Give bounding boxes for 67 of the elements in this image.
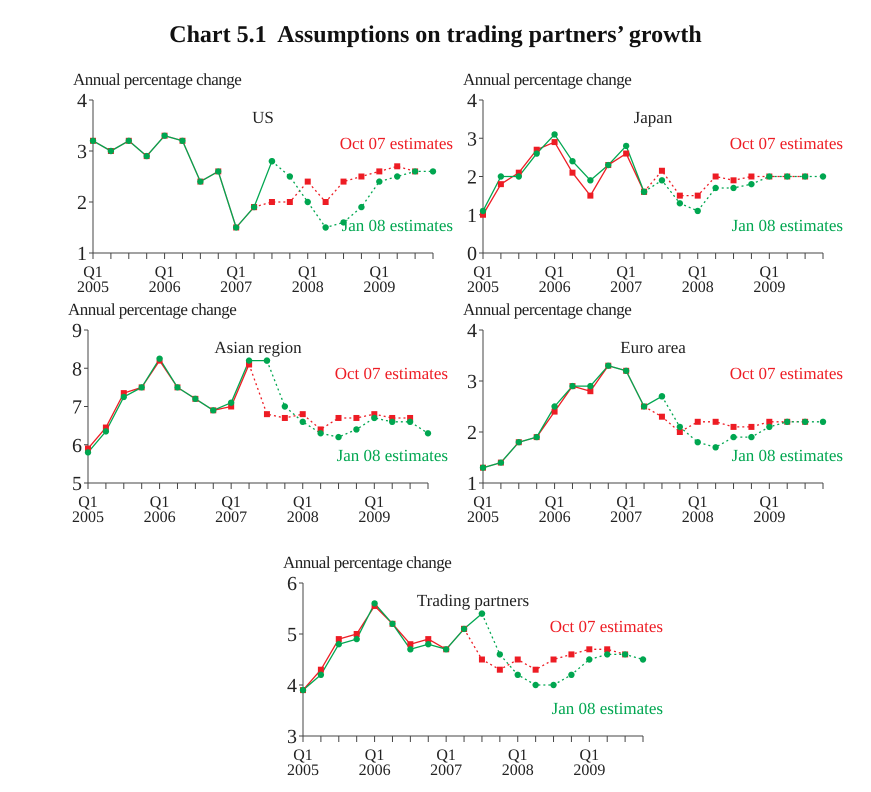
y-tick-label: 3 [77,141,87,164]
x-tick-label: Q1 2008 [292,264,324,296]
y-tick-label: 2 [467,422,477,444]
series-label: Jan 08 estimates [552,699,663,720]
x-tick-label: Q1 2009 [573,747,606,779]
y-tick-label: 2 [77,192,87,214]
y-axis-title: Annual percentage change [283,553,452,573]
y-tick-label: 1 [467,204,477,227]
x-tick-label: Q1 2007 [610,494,642,526]
series-label: Jan 08 estimates [732,446,843,466]
y-tick-label: 3 [287,726,297,748]
text: Japan [632,108,674,128]
x-tick-label: Q1 2008 [286,494,319,526]
y-tick-label: 4 [467,320,477,342]
x-tick-label: Q1 2005 [467,264,499,296]
x-tick-label: Q1 2007 [430,747,462,779]
y-tick-label: 1 [77,243,87,266]
series-label: Oct 07 estimates [334,364,448,384]
y-tick-label: 5 [287,624,297,646]
x-tick-label: Q1 2007 [220,264,252,296]
x-tick-label: Q1 2005 [467,494,499,526]
y-tick-label: 3 [467,371,477,394]
x-tick-label: Q1 2008 [682,264,714,296]
series-label: Jan 08 estimates [732,216,843,236]
x-tick-label: Q1 2007 [610,264,642,296]
text: Euro area [619,338,687,358]
x-tick-label: Q1 2009 [753,494,786,526]
series-label: Oct 07 estimates [550,616,663,637]
x-tick-label: Q1 2006 [538,264,571,296]
text: Asian region [213,338,303,358]
y-tick-label: 2 [467,166,477,189]
y-tick-label: 4 [77,90,87,112]
caption: Chart 5.1 Assumptions on trading partners’ growth [168,22,703,49]
text: Oct 07 estimates [730,364,843,384]
x-tick-label: Q1 2005 [287,747,319,779]
x-tick-label: Q1 2005 [77,264,109,296]
y-tick-label: 4 [287,675,297,698]
x-tick-label: Q1 2007 [215,494,248,526]
x-tick-label: Q1 2006 [148,264,181,296]
x-tick-label: Q1 2008 [502,747,534,779]
y-tick-label: 7 [72,396,82,419]
text: Trading partners [416,591,530,611]
x-tick-label: Q1 2009 [363,264,396,296]
x-tick-label: Q1 2005 [72,494,104,526]
y-tick-label: 6 [72,434,82,457]
x-tick-label: Q1 2008 [682,494,714,526]
series-label: Jan 08 estimates [336,446,448,466]
y-tick-label: 5 [72,473,82,496]
y-axis-title: Annual percentage change [463,300,632,320]
y-axis-title: Annual percentage change [68,300,236,320]
series-label: Oct 07 estimates [340,134,453,154]
x-tick-label: Q1 2006 [358,747,391,779]
y-axis-title: Annual percentage change [463,70,632,90]
x-tick-label: Q1 2009 [753,264,786,296]
y-tick-label: 8 [72,358,82,380]
y-tick-label: 9 [72,320,82,342]
y-tick-label: 3 [467,128,477,150]
series-label: Oct 07 estimates [730,134,843,154]
y-tick-label: 1 [467,473,477,496]
y-tick-label: 6 [287,573,297,596]
text: US [251,108,275,128]
x-tick-label: Q1 2006 [538,494,571,526]
x-tick-label: Q1 2009 [358,494,390,526]
y-tick-label: 0 [467,243,477,266]
x-tick-label: Q1 2006 [144,494,176,526]
y-tick-label: 4 [467,90,477,112]
y-axis-title: Annual percentage change [73,70,242,90]
